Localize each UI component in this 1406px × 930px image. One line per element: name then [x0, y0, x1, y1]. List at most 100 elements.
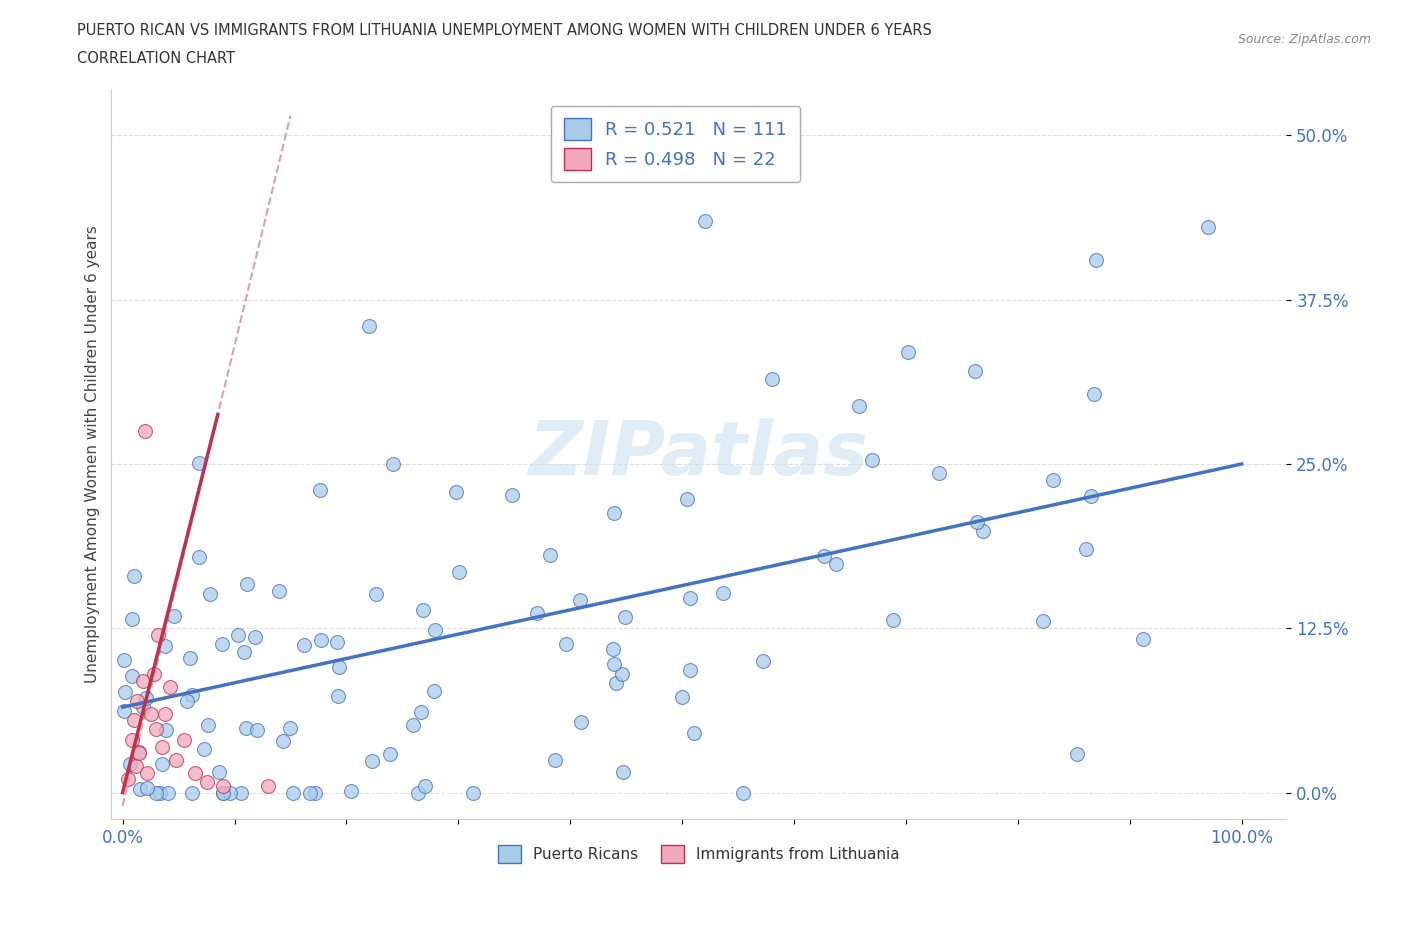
Point [412, 603, 434, 618]
Y-axis label: Unemployment Among Women with Children Under 6 years: Unemployment Among Women with Children U… [86, 225, 100, 683]
Point [292, 638, 315, 653]
Point [231, 785, 253, 800]
Point [211, 785, 233, 800]
Point [761, 371, 783, 386]
Point [246, 723, 269, 737]
Point [1074, 541, 1097, 556]
Point [128, 782, 150, 797]
Point [148, 628, 170, 643]
Point [683, 725, 706, 740]
Point [679, 591, 702, 605]
Point [613, 610, 636, 625]
Point [200, 587, 222, 602]
Point [180, 688, 202, 703]
Point [444, 485, 467, 499]
Point [602, 642, 624, 657]
Point [328, 660, 350, 675]
Point [605, 675, 627, 690]
Point [1085, 253, 1108, 268]
Point [406, 785, 429, 800]
Point [153, 706, 176, 721]
Point [173, 733, 195, 748]
Point [693, 213, 716, 228]
Point [402, 717, 425, 732]
Point [733, 785, 755, 800]
Point [153, 639, 176, 654]
Point [233, 644, 256, 659]
Point [1197, 220, 1219, 235]
Point [423, 684, 446, 698]
Point [357, 319, 380, 334]
Point [112, 703, 135, 718]
Point [671, 689, 693, 704]
Text: PUERTO RICAN VS IMMIGRANTS FROM LITHUANIA UNEMPLOYMENT AMONG WOMEN WITH CHILDREN: PUERTO RICAN VS IMMIGRANTS FROM LITHUANI… [77, 23, 932, 38]
Point [132, 699, 155, 714]
Point [155, 723, 177, 737]
Point [235, 721, 257, 736]
Point [283, 785, 305, 800]
Point [188, 550, 211, 565]
Point [219, 785, 242, 800]
Point [145, 785, 167, 800]
Point [243, 630, 266, 644]
Point [676, 492, 699, 507]
Point [569, 592, 592, 607]
Point [117, 772, 139, 787]
Point [325, 634, 347, 649]
Point [380, 746, 402, 761]
Point [121, 733, 143, 748]
Point [824, 557, 846, 572]
Point [612, 764, 634, 779]
Text: ZIPatlas: ZIPatlas [529, 418, 869, 491]
Point [212, 785, 235, 800]
Point [112, 652, 135, 667]
Point [135, 780, 157, 795]
Point [461, 785, 484, 800]
Point [159, 680, 181, 695]
Point [197, 718, 219, 733]
Point [257, 778, 280, 793]
Point [555, 637, 578, 652]
Point [128, 746, 150, 761]
Point [1066, 747, 1088, 762]
Point [966, 515, 988, 530]
Point [1083, 387, 1105, 402]
Point [134, 424, 156, 439]
Point [328, 689, 350, 704]
Point [299, 785, 322, 800]
Point [121, 612, 143, 627]
Point [1132, 631, 1154, 646]
Point [267, 583, 290, 598]
Point [212, 778, 235, 793]
Point [543, 753, 565, 768]
Point [128, 745, 150, 760]
Point [114, 684, 136, 699]
Point [122, 712, 145, 727]
Point [226, 628, 249, 643]
Point [679, 662, 702, 677]
Point [882, 613, 904, 628]
Point [1042, 472, 1064, 487]
Point [150, 739, 173, 754]
Point [569, 715, 592, 730]
Point [1032, 614, 1054, 629]
Point [603, 506, 626, 521]
Point [610, 666, 633, 681]
Point [176, 694, 198, 709]
Point [207, 764, 229, 779]
Point [309, 482, 332, 497]
Point [603, 658, 626, 672]
Point [184, 765, 207, 780]
Point [132, 673, 155, 688]
Point [135, 690, 157, 705]
Point [366, 587, 388, 602]
Point [538, 547, 561, 562]
Point [165, 752, 187, 767]
Point [972, 524, 994, 538]
Point [897, 345, 920, 360]
Point [928, 465, 950, 480]
Point [149, 785, 172, 800]
Point [195, 775, 218, 790]
Point [425, 622, 447, 637]
Point [156, 785, 179, 800]
